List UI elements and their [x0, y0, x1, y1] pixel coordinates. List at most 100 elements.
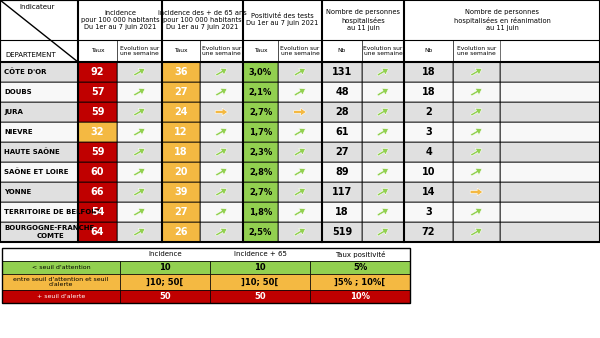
- Bar: [78, 62, 117, 82]
- Bar: [162, 82, 200, 102]
- Bar: [162, 62, 200, 82]
- Text: 57: 57: [91, 87, 104, 97]
- Bar: [322, 162, 362, 182]
- Polygon shape: [134, 128, 145, 136]
- Bar: [500, 102, 600, 122]
- Bar: [78, 222, 117, 242]
- Bar: [0, 182, 78, 202]
- Bar: [2, 290, 120, 303]
- Polygon shape: [134, 208, 145, 216]
- Bar: [404, 40, 453, 62]
- Text: HAUTE SAÔNE: HAUTE SAÔNE: [4, 149, 60, 155]
- Text: Taux: Taux: [174, 48, 188, 53]
- Bar: [117, 202, 162, 222]
- Text: incidence
pour 100 000 habitants
Du 1er au 7 juin 2021: incidence pour 100 000 habitants Du 1er …: [80, 10, 160, 30]
- Polygon shape: [294, 188, 305, 196]
- Polygon shape: [377, 168, 388, 176]
- Polygon shape: [377, 128, 388, 136]
- Bar: [162, 182, 200, 202]
- Polygon shape: [377, 208, 388, 216]
- Bar: [200, 62, 243, 82]
- Text: 39: 39: [174, 187, 188, 197]
- Bar: [453, 222, 500, 242]
- Bar: [243, 142, 278, 162]
- Bar: [2, 261, 120, 274]
- Text: 59: 59: [91, 107, 104, 117]
- Bar: [117, 162, 162, 182]
- Bar: [310, 290, 410, 303]
- Bar: [2, 248, 410, 261]
- Text: 50: 50: [254, 292, 266, 301]
- Text: 18: 18: [174, 147, 188, 157]
- Bar: [2, 274, 120, 290]
- Polygon shape: [470, 108, 482, 116]
- Text: 92: 92: [91, 67, 104, 77]
- Text: ]5% ; 10%[: ]5% ; 10%[: [334, 277, 386, 287]
- Text: 24: 24: [174, 107, 188, 117]
- Polygon shape: [470, 68, 482, 76]
- Text: 18: 18: [422, 67, 436, 77]
- Bar: [278, 142, 322, 162]
- Bar: [0, 182, 600, 202]
- Bar: [404, 142, 453, 162]
- Text: 2,3%: 2,3%: [249, 147, 272, 156]
- Text: 27: 27: [174, 87, 188, 97]
- Text: 5%: 5%: [353, 263, 367, 272]
- Bar: [0, 222, 600, 242]
- Bar: [453, 202, 500, 222]
- Bar: [278, 162, 322, 182]
- Bar: [453, 40, 500, 62]
- Text: 10: 10: [254, 263, 266, 272]
- Bar: [117, 182, 162, 202]
- Bar: [322, 122, 362, 142]
- Bar: [0, 122, 600, 142]
- Bar: [500, 122, 600, 142]
- Bar: [322, 222, 362, 242]
- Polygon shape: [470, 228, 482, 236]
- Bar: [0, 162, 78, 182]
- Bar: [117, 102, 162, 122]
- Bar: [362, 122, 404, 142]
- Polygon shape: [470, 88, 482, 96]
- Bar: [0, 202, 600, 222]
- Bar: [362, 82, 404, 102]
- Text: 48: 48: [335, 87, 349, 97]
- Text: JURA: JURA: [4, 109, 23, 115]
- Text: Taux: Taux: [91, 48, 104, 53]
- Text: Nombre de personnes
hospitalisées
au 11 juin: Nombre de personnes hospitalisées au 11 …: [326, 9, 400, 31]
- Text: Evolution sur
une semaine: Evolution sur une semaine: [202, 46, 241, 56]
- Bar: [453, 142, 500, 162]
- Text: ]10; 50[: ]10; 50[: [241, 277, 278, 287]
- Bar: [322, 40, 362, 62]
- Text: 2,5%: 2,5%: [249, 227, 272, 237]
- Polygon shape: [470, 128, 482, 136]
- Text: 12: 12: [174, 127, 188, 137]
- Text: 32: 32: [91, 127, 104, 137]
- Text: 1,7%: 1,7%: [249, 127, 272, 137]
- Text: 10: 10: [159, 263, 171, 272]
- Bar: [278, 122, 322, 142]
- Polygon shape: [215, 228, 227, 236]
- Text: Evolution sur
une semaine: Evolution sur une semaine: [364, 46, 403, 56]
- Polygon shape: [294, 208, 305, 216]
- Bar: [120, 274, 210, 290]
- Bar: [162, 102, 200, 122]
- Bar: [0, 82, 78, 102]
- Text: 20: 20: [174, 167, 188, 177]
- Bar: [500, 82, 600, 102]
- Polygon shape: [215, 188, 227, 196]
- Bar: [120, 261, 210, 274]
- Text: 54: 54: [91, 207, 104, 217]
- Polygon shape: [134, 228, 145, 236]
- Polygon shape: [134, 168, 145, 176]
- Polygon shape: [377, 108, 388, 116]
- Polygon shape: [215, 108, 228, 116]
- Text: 3,0%: 3,0%: [249, 68, 272, 76]
- Text: Evolution sur
une semaine: Evolution sur une semaine: [120, 46, 159, 56]
- Text: 50: 50: [159, 292, 171, 301]
- Bar: [500, 202, 600, 222]
- Bar: [0, 0, 600, 242]
- Bar: [278, 182, 322, 202]
- Bar: [200, 142, 243, 162]
- Text: DEPARTEMENT: DEPARTEMENT: [5, 52, 56, 58]
